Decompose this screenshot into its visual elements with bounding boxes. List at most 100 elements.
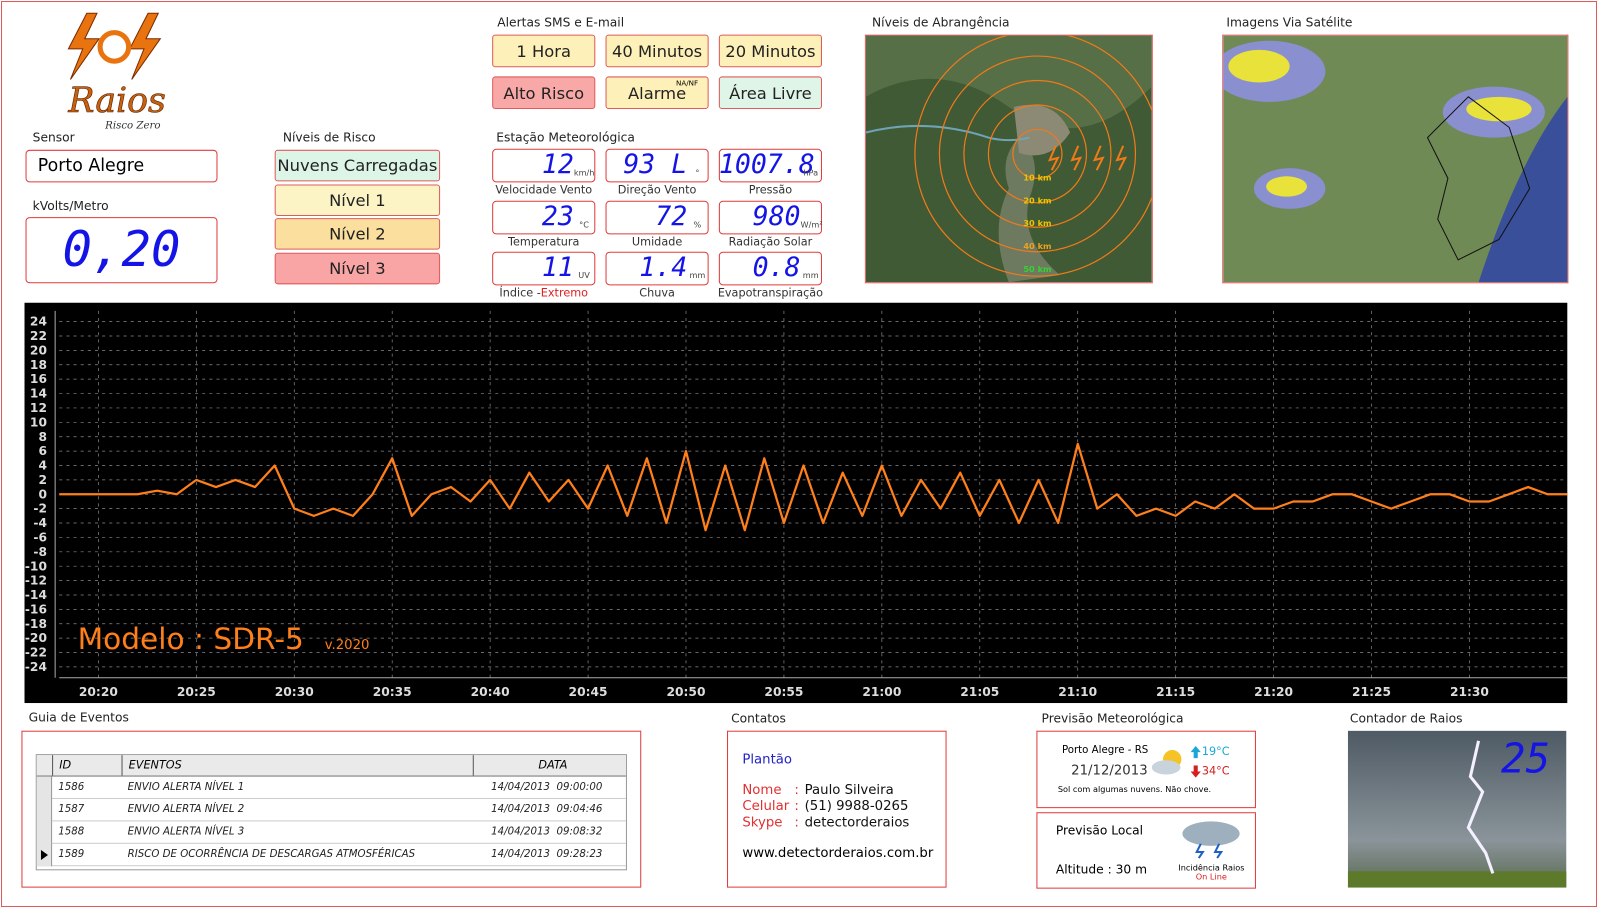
range-ring xyxy=(987,104,1088,204)
strike-icon xyxy=(1047,145,1060,171)
range-label: 50 km xyxy=(1023,264,1051,274)
caption-text: Índice - xyxy=(499,286,541,300)
events-header-cell: DATA xyxy=(472,755,626,776)
sat-cloud xyxy=(1228,49,1290,83)
range-label: 20 km xyxy=(1023,195,1051,205)
counter-value: 25 xyxy=(1501,735,1551,783)
y-tick-label: 22 xyxy=(30,329,47,343)
sat-cloud xyxy=(1466,96,1532,122)
y-tick-label: -2 xyxy=(33,502,47,516)
y-tick-label: -14 xyxy=(25,588,47,602)
y-tick-label: -18 xyxy=(25,617,47,631)
strike-icon xyxy=(1092,145,1105,171)
sensor-box xyxy=(25,149,218,183)
station-unit: hPa xyxy=(803,168,819,178)
alert-button[interactable]: 20 Minutos xyxy=(718,34,822,68)
events-header xyxy=(36,755,626,777)
cloud xyxy=(1182,821,1240,846)
contacts-website: www.detectorderaios.com.br xyxy=(742,845,934,862)
x-tick-label: 20:55 xyxy=(764,685,803,699)
y-tick-label: -6 xyxy=(33,531,47,545)
caption-text: Temperatura xyxy=(508,234,580,249)
x-tick-label: 21:00 xyxy=(862,685,901,699)
risk-label: Níveis de Risco xyxy=(282,130,376,145)
y-tick-label: 6 xyxy=(38,444,47,458)
contact-label: Nome xyxy=(742,782,782,798)
station-unit: % xyxy=(693,219,702,229)
station-box xyxy=(492,200,596,234)
y-tick-label: 4 xyxy=(38,459,47,473)
caption-text: Pressão xyxy=(748,183,793,197)
alert-button[interactable]: 40 Minutos xyxy=(605,34,709,68)
station-value: 0.8 xyxy=(752,252,801,284)
x-tick-label: 20:45 xyxy=(569,685,608,699)
counter-label: Contador de Raios xyxy=(1349,711,1463,726)
station-unit: mm xyxy=(802,271,819,281)
contact-label: Celular xyxy=(742,798,790,815)
arrow-down-shape xyxy=(1190,765,1201,778)
forecast-description: Sol com algumas nuvens. Não chove. xyxy=(1057,784,1212,794)
alert-button[interactable]: Alto Risco xyxy=(492,76,596,110)
station-caption: Umidade xyxy=(600,235,713,248)
range-ring xyxy=(914,35,1152,277)
forecast-label: Previsão Meteorológica xyxy=(1041,711,1184,726)
contacts-label: Contatos xyxy=(731,711,786,726)
events-header-cell: ID xyxy=(52,755,121,776)
range-ring xyxy=(1012,128,1063,179)
cloud xyxy=(1151,760,1181,775)
y-tick-label: 24 xyxy=(30,315,47,329)
alert-button[interactable]: Área Livre xyxy=(718,76,822,110)
field-label: kVolts/Metro xyxy=(32,198,109,213)
station-value: 12 xyxy=(541,149,574,181)
y-tick-label: -4 xyxy=(33,516,47,530)
counter-image xyxy=(1347,730,1567,888)
x-tick-label: 21:20 xyxy=(1254,685,1293,699)
model-annotation: Modelo : SDR-5 xyxy=(78,622,304,656)
y-tick-label: 20 xyxy=(30,343,47,357)
events-row-marker xyxy=(36,776,53,799)
station-value: 11 xyxy=(541,252,574,284)
contact-separator: : xyxy=(794,798,799,815)
logo-bolt xyxy=(128,12,162,80)
forecast-box xyxy=(1036,730,1256,809)
events-cell: ENVIO ALERTA NÍVEL 2 xyxy=(127,804,245,816)
events-cell: 1589 xyxy=(58,848,85,861)
y-tick-label: -10 xyxy=(25,559,47,573)
station-value: 72 xyxy=(655,201,688,232)
y-tick-label: 2 xyxy=(38,473,47,487)
weather-icon xyxy=(1151,750,1182,775)
range-label: 10 km xyxy=(1023,172,1051,182)
station-value: 1.4 xyxy=(639,252,688,284)
alarm-note: NA/NF xyxy=(675,79,699,88)
events-row xyxy=(36,821,626,844)
x-tick-label: 20:30 xyxy=(275,685,314,699)
x-tick-label: 20:25 xyxy=(177,685,216,699)
station-box xyxy=(718,251,822,286)
field-value: 0,20 xyxy=(62,221,181,279)
alert-button[interactable]: Alarme xyxy=(605,76,709,110)
events-cell: 14/04/2013 09:04:46 xyxy=(491,804,603,816)
caption-text: Evapotranspiração xyxy=(717,286,824,300)
x-tick-label: 21:10 xyxy=(1058,685,1097,699)
version-annotation: v.2020 xyxy=(325,638,370,653)
local-label: Previsão Local xyxy=(1055,823,1144,838)
events-row xyxy=(36,777,626,799)
chart-background xyxy=(24,302,1568,704)
incidence: Incidência Raios xyxy=(1178,863,1245,873)
satellite-map xyxy=(1222,34,1569,284)
status: On Line xyxy=(1195,872,1227,882)
events-cell: 1586 xyxy=(58,781,85,793)
alert-button[interactable]: 1 Hora xyxy=(492,34,596,68)
station-box xyxy=(492,148,596,183)
range-ring xyxy=(963,79,1112,228)
y-tick-label: 12 xyxy=(30,401,47,415)
bolt xyxy=(1213,843,1224,859)
contact-value: detectorderaios xyxy=(804,815,910,831)
logo-title: Raios xyxy=(67,81,165,121)
y-tick-label: -22 xyxy=(25,646,47,660)
station-value: 23 xyxy=(541,201,574,232)
contact-label: Skype xyxy=(742,815,783,831)
station-caption: Pressão xyxy=(714,183,827,196)
